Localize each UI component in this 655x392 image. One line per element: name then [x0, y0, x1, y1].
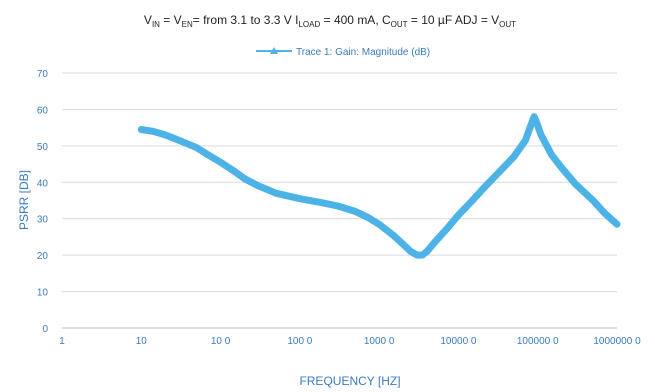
- title-sub-4: OUT: [391, 20, 408, 29]
- data-point: [407, 248, 414, 255]
- x-tick-label: 10 0: [211, 336, 231, 347]
- y-tick-label: 20: [37, 251, 49, 262]
- legend: Trace 1: Gain: Magnitude (dB): [256, 47, 430, 58]
- data-point: [241, 175, 248, 182]
- data-point: [510, 153, 517, 160]
- data-point: [376, 221, 383, 228]
- data-point: [320, 200, 327, 207]
- title-sub-5: OUT: [499, 20, 516, 29]
- title-part-2: = V: [160, 13, 182, 27]
- title-part-1: V: [144, 13, 152, 27]
- data-point: [414, 252, 420, 259]
- data-point: [522, 137, 529, 144]
- title-sub-1: IN: [152, 20, 160, 29]
- data-point: [601, 210, 608, 217]
- data-point: [572, 181, 579, 188]
- y-tick-labels: 0 10 20 30 40 50 60 70: [37, 69, 49, 335]
- x-tick-label: 100000 0: [517, 336, 559, 347]
- data-point: [334, 203, 341, 209]
- data-point: [363, 213, 370, 220]
- y-tick-label: 30: [37, 215, 49, 226]
- data-point: [273, 190, 279, 197]
- x-axis-label: FREQUENCY [HZ]: [299, 374, 400, 388]
- title-part-3: = from 3.1 to 3.3 V I: [193, 13, 299, 27]
- data-point: [527, 124, 533, 131]
- legend-triangle-marker: [270, 47, 278, 54]
- x-tick-label: 1000 0: [364, 336, 395, 347]
- title-part-5: = 10 µF ADJ = V: [408, 13, 500, 27]
- data-point: [479, 186, 486, 193]
- y-tick-label: 40: [37, 178, 49, 189]
- data-point: [400, 241, 406, 248]
- data-point: [205, 152, 212, 158]
- y-tick-label: 70: [37, 69, 49, 80]
- data-point: [419, 252, 426, 259]
- data-point: [493, 172, 500, 178]
- legend-label: Trace 1: Gain: Magnitude (dB): [296, 47, 430, 58]
- data-point: [390, 232, 397, 239]
- data-point: [469, 197, 476, 204]
- data-point: [149, 128, 156, 135]
- title-part-4: = 400 mA, C: [320, 13, 391, 27]
- data-point: [193, 144, 200, 151]
- data-point: [558, 164, 565, 171]
- data-point: [590, 197, 597, 204]
- x-tick-label: 10: [136, 336, 148, 347]
- data-point: [548, 152, 555, 158]
- grid-lines: [62, 72, 617, 329]
- data-point: [538, 131, 544, 138]
- x-tick-labels: 1 10 10 0 100 0 1000 0 10000 0 100000 0 1000000…: [59, 336, 641, 347]
- data-point: [431, 239, 438, 246]
- data-point: [255, 182, 262, 189]
- x-tick-label: 100 0: [287, 336, 312, 347]
- data-point: [217, 159, 224, 166]
- title-sub-3: LOAD: [298, 20, 320, 29]
- data-point: [231, 168, 238, 175]
- data-point: [162, 131, 169, 138]
- title-sub-2: EN: [182, 20, 193, 29]
- series-line: [137, 113, 621, 259]
- y-tick-label: 10: [37, 288, 49, 299]
- data-point: [352, 208, 359, 215]
- y-tick-label: 60: [37, 105, 49, 116]
- data-point: [614, 221, 620, 228]
- x-tick-label: 10000 0: [440, 336, 477, 347]
- data-point: [455, 212, 462, 219]
- y-tick-label: 0: [42, 324, 48, 335]
- chart-title: VIN = VEN= from 3.1 to 3.3 V ILOAD = 400…: [144, 13, 516, 29]
- data-point: [138, 126, 145, 133]
- data-point: [532, 117, 539, 124]
- y-tick-label: 50: [37, 142, 49, 153]
- data-point: [176, 137, 183, 144]
- y-axis-label: PSRR [DB]: [17, 170, 31, 230]
- x-tick-label: 1000000 0: [593, 336, 641, 347]
- data-point: [296, 195, 303, 202]
- data-point: [423, 248, 430, 255]
- x-tick-label: 1: [59, 336, 65, 347]
- series-group: [137, 113, 621, 259]
- data-point: [443, 226, 450, 233]
